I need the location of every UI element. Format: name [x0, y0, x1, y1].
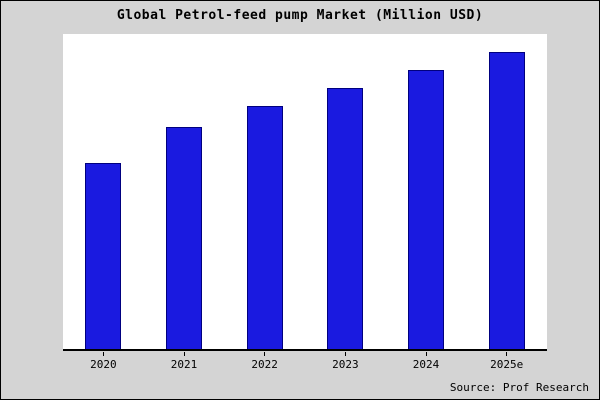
bars-container: [63, 34, 547, 349]
bar-slot: [386, 34, 467, 349]
bar-slot: [224, 34, 305, 349]
x-tick-label: 2024: [386, 352, 467, 371]
tick-mark: [102, 352, 104, 356]
bar-2025e: [488, 52, 525, 349]
x-tick-label: 2022: [224, 352, 305, 371]
x-tick-label: 2020: [63, 352, 144, 371]
x-tick-text: 2025e: [490, 358, 524, 371]
bar-slot: [305, 34, 386, 349]
x-tick-text: 2021: [170, 358, 198, 371]
bar-slot: [466, 34, 547, 349]
chart-title: Global Petrol-feed pump Market (Million …: [116, 8, 484, 23]
bar-2024: [408, 70, 445, 349]
tick-mark: [264, 352, 266, 356]
tick-mark: [183, 352, 185, 356]
bar-2022: [246, 106, 283, 349]
bar-2021: [166, 127, 202, 349]
x-tick-text: 2022: [251, 358, 278, 371]
bar-2023: [327, 88, 364, 349]
bar-slot: [63, 34, 144, 349]
tick-mark: [425, 352, 427, 356]
x-tick-text: 2020: [90, 358, 117, 371]
tick-mark: [506, 352, 508, 356]
bar-slot: [144, 34, 225, 349]
x-tick-text: 2024: [412, 358, 440, 371]
tick-mark: [344, 352, 346, 356]
x-axis-labels: 2020 2021 2022 2023 2024 2025e: [63, 352, 547, 371]
plot-area: [63, 34, 547, 351]
x-tick-label: 2025e: [466, 352, 547, 371]
source-text: Source: Prof Research: [449, 381, 589, 394]
x-tick-label: 2021: [144, 352, 225, 371]
x-tick-text: 2023: [332, 358, 359, 371]
x-tick-label: 2023: [305, 352, 386, 371]
bar-2020: [85, 163, 122, 349]
